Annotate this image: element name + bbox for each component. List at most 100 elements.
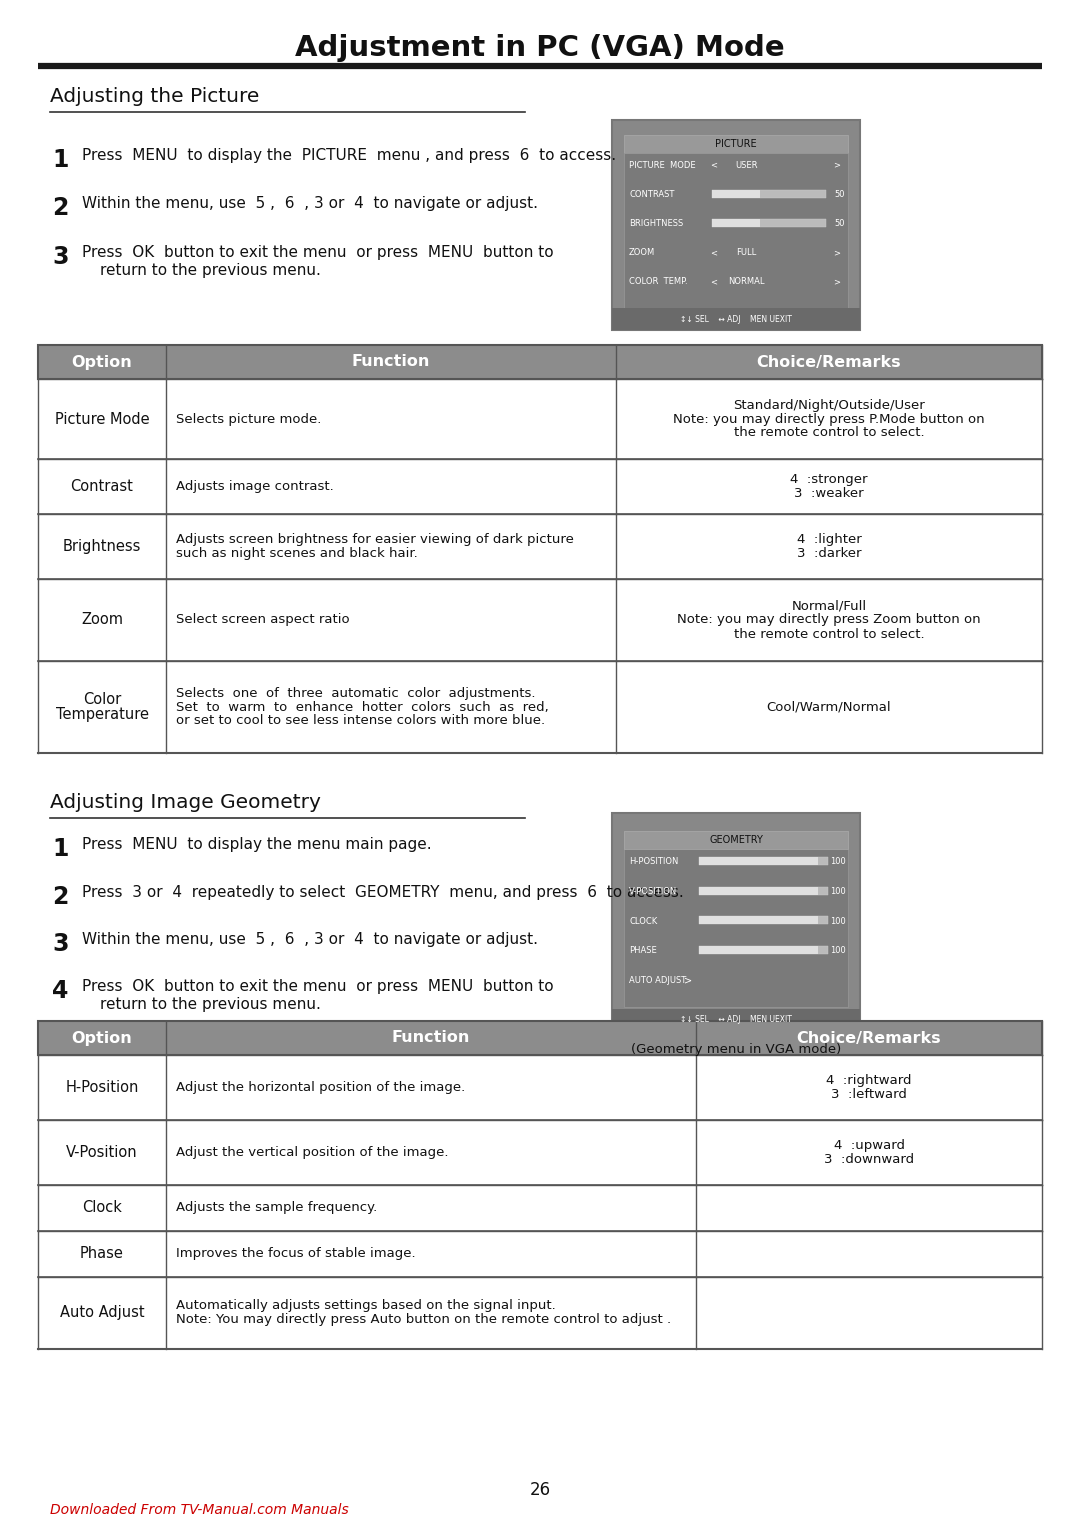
Bar <box>38 661 1042 753</box>
Text: (Geometry menu in VGA mode): (Geometry menu in VGA mode) <box>631 1043 841 1055</box>
Text: 3  :weaker: 3 :weaker <box>794 487 864 499</box>
Text: return to the previous menu.: return to the previous menu. <box>100 263 321 278</box>
Bar <box>712 191 826 199</box>
Text: >: > <box>833 278 840 287</box>
Text: 4: 4 <box>52 979 68 1003</box>
Bar <box>38 379 1042 460</box>
Text: Set  to  warm  to  enhance  hotter  colors  such  as  red,: Set to warm to enhance hotter colors suc… <box>176 701 549 713</box>
Text: return to the previous menu.: return to the previous menu. <box>100 997 321 1012</box>
Bar <box>699 945 818 954</box>
Bar <box>624 831 848 1006</box>
Text: 1: 1 <box>52 837 68 861</box>
Text: 4  :upward: 4 :upward <box>834 1139 905 1151</box>
Text: V-POSITION: V-POSITION <box>629 887 677 896</box>
Text: AUTO ADJUST: AUTO ADJUST <box>629 976 686 985</box>
Text: Zoom: Zoom <box>81 612 123 628</box>
Text: Temperature: Temperature <box>55 707 149 721</box>
Text: Adjusts screen brightness for easier viewing of dark picture: Adjusts screen brightness for easier vie… <box>176 533 573 547</box>
Bar <box>699 916 828 924</box>
Bar <box>699 857 828 864</box>
Bar <box>699 887 818 895</box>
Text: GEOMETRY: GEOMETRY <box>710 835 762 844</box>
Text: Auto Adjust: Auto Adjust <box>59 1306 145 1321</box>
Text: 3  :leftward: 3 :leftward <box>832 1089 907 1101</box>
Text: >: > <box>833 249 840 257</box>
Bar <box>38 1185 1042 1231</box>
Text: 100: 100 <box>831 947 846 956</box>
Bar <box>624 831 848 849</box>
Text: PICTURE: PICTURE <box>715 139 757 150</box>
Text: 50: 50 <box>835 218 845 228</box>
Bar <box>38 1055 1042 1119</box>
Text: Press  OK  button to exit the menu  or press  MENU  button to: Press OK button to exit the menu or pres… <box>82 979 554 994</box>
Text: 100: 100 <box>831 858 846 866</box>
Text: 2: 2 <box>52 886 68 909</box>
Bar <box>699 945 828 954</box>
Text: <: < <box>710 278 717 287</box>
Text: Contrast: Contrast <box>70 479 134 495</box>
Text: Adjust the horizontal position of the image.: Adjust the horizontal position of the im… <box>176 1081 465 1093</box>
Text: CONTRAST: CONTRAST <box>629 189 674 199</box>
Bar <box>38 460 1042 515</box>
Text: Press  OK  button to exit the menu  or press  MENU  button to: Press OK button to exit the menu or pres… <box>82 244 554 260</box>
Bar <box>624 153 848 308</box>
Text: 3  :darker: 3 :darker <box>797 547 861 560</box>
Text: 50: 50 <box>835 189 845 199</box>
Text: NORMAL: NORMAL <box>728 278 765 287</box>
Text: Note: you may directly press Zoom button on: Note: you may directly press Zoom button… <box>677 614 981 626</box>
Text: Press  MENU  to display the menu main page.: Press MENU to display the menu main page… <box>82 837 432 852</box>
Text: >: > <box>833 160 840 169</box>
Text: 1: 1 <box>52 148 68 173</box>
Text: <: < <box>710 160 717 169</box>
Text: such as night scenes and black hair.: such as night scenes and black hair. <box>176 547 418 560</box>
Bar <box>38 345 1042 379</box>
Text: Phase: Phase <box>80 1246 124 1261</box>
Bar <box>38 1022 1042 1055</box>
Text: Standard/Night/Outside/User: Standard/Night/Outside/User <box>733 399 924 411</box>
Text: Adjusts image contrast.: Adjusts image contrast. <box>176 479 334 493</box>
Text: 4  :rightward: 4 :rightward <box>826 1073 912 1087</box>
Text: Clock: Clock <box>82 1200 122 1215</box>
Text: or set to cool to see less intense colors with more blue.: or set to cool to see less intense color… <box>176 715 545 727</box>
Bar <box>38 515 1042 579</box>
Text: Adjust the vertical position of the image.: Adjust the vertical position of the imag… <box>176 1145 448 1159</box>
Text: H-Position: H-Position <box>65 1080 138 1095</box>
Text: Cool/Warm/Normal: Cool/Warm/Normal <box>767 701 891 713</box>
Text: Function: Function <box>352 354 430 370</box>
Bar <box>699 857 818 864</box>
Text: COLOR  TEMP.: COLOR TEMP. <box>629 278 688 287</box>
Text: Picture Mode: Picture Mode <box>55 411 149 426</box>
Text: 3  :downward: 3 :downward <box>824 1153 914 1167</box>
Text: H-POSITION: H-POSITION <box>629 858 678 866</box>
Text: 100: 100 <box>831 916 846 925</box>
Text: PHASE: PHASE <box>629 947 657 956</box>
Text: Note: you may directly press P.Mode button on: Note: you may directly press P.Mode butt… <box>673 412 985 426</box>
Text: Adjusting Image Geometry: Adjusting Image Geometry <box>50 794 321 812</box>
Bar <box>38 1119 1042 1185</box>
Bar <box>712 220 760 228</box>
Bar <box>699 887 828 895</box>
Text: Select screen aspect ratio: Select screen aspect ratio <box>176 614 350 626</box>
Text: Selects  one  of  three  automatic  color  adjustments.: Selects one of three automatic color adj… <box>176 687 536 699</box>
Text: ZOOM: ZOOM <box>629 249 656 257</box>
Text: Automatically adjusts settings based on the signal input.: Automatically adjusts settings based on … <box>176 1299 556 1313</box>
Text: Note: You may directly press Auto button on the remote control to adjust .: Note: You may directly press Auto button… <box>176 1313 671 1327</box>
Text: Choice/Remarks: Choice/Remarks <box>757 354 902 370</box>
Text: 4  :lighter: 4 :lighter <box>797 533 862 547</box>
Text: CLOCK: CLOCK <box>629 916 658 925</box>
Text: 4  :stronger: 4 :stronger <box>791 473 867 486</box>
Text: Option: Option <box>71 1031 133 1046</box>
Bar <box>712 220 826 228</box>
Text: Selects picture mode.: Selects picture mode. <box>176 412 322 426</box>
Text: 26: 26 <box>529 1481 551 1500</box>
Text: Color: Color <box>83 693 121 707</box>
Text: Normal/Full: Normal/Full <box>792 600 866 612</box>
Text: Option: Option <box>71 354 133 370</box>
Bar <box>38 1231 1042 1277</box>
Text: Brightness: Brightness <box>63 539 141 554</box>
Bar <box>612 812 860 1031</box>
Bar <box>38 579 1042 661</box>
Text: Within the menu, use  5 ,  6  , 3 or  4  to navigate or adjust.: Within the menu, use 5 , 6 , 3 or 4 to n… <box>82 195 538 211</box>
Text: 100: 100 <box>831 887 846 896</box>
Text: PICTURE  MODE: PICTURE MODE <box>629 160 696 169</box>
